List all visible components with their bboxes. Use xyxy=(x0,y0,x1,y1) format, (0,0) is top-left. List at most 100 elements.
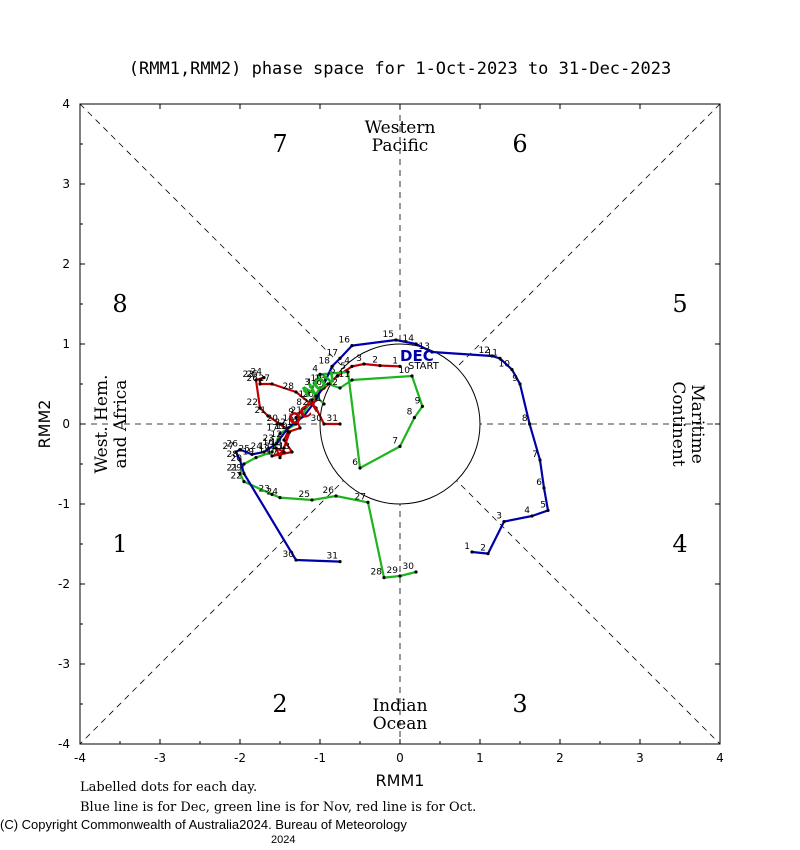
nov-day-label: 20 xyxy=(231,454,243,464)
dec-day-label: 15 xyxy=(383,330,394,340)
dec-day-dot xyxy=(486,552,490,556)
dec-day-dot xyxy=(350,344,354,348)
dec-day-dot xyxy=(322,382,326,386)
y-tick-label: -2 xyxy=(58,577,70,591)
oct-day-label: 5 xyxy=(330,366,336,376)
dec-day-label: 5 xyxy=(540,500,546,510)
oct-day-dot xyxy=(338,422,342,426)
oct-day-label: 2 xyxy=(372,356,378,366)
dec-day-dot xyxy=(542,486,546,490)
series-layer: 1234567891011121314151617181920212223242… xyxy=(223,330,550,580)
oct-day-dot xyxy=(262,376,266,380)
x-axis-label: RMM1 xyxy=(376,771,425,790)
oct-day-label: 9 xyxy=(288,408,294,418)
oct-day-label: 24 xyxy=(251,368,263,378)
oct-day-label: 28 xyxy=(283,382,295,392)
dec-day-label: 10 xyxy=(499,360,511,370)
oct-day-dot xyxy=(362,362,366,366)
nov-day-dot xyxy=(420,404,424,408)
oct-day-dot xyxy=(294,416,298,420)
dec-day-label: 24 xyxy=(251,442,263,452)
oct-day-dot xyxy=(274,446,278,450)
dec-day-dot xyxy=(528,422,532,426)
dec-day-label: 20 xyxy=(303,390,315,400)
copyright-year-sub: 2024 xyxy=(271,834,296,846)
oct-day-label: 16 xyxy=(263,438,275,448)
nov-day-dot xyxy=(310,386,314,390)
oct-day-label: 6 xyxy=(316,378,322,388)
dec-day-dot xyxy=(530,514,534,518)
oct-day-label: 10 xyxy=(287,418,299,428)
nov-day-dot xyxy=(366,500,370,504)
nov-day-label: 5 xyxy=(340,362,346,372)
dec-day-dot xyxy=(502,520,506,524)
x-tick-label: 2 xyxy=(556,751,564,765)
nov-day-label: 1 xyxy=(316,394,322,404)
phase-label-6: 6 xyxy=(512,130,527,158)
nov-day-label: 6 xyxy=(352,458,358,468)
region-maritime: Maritime xyxy=(687,384,707,464)
nov-day-label: 16 xyxy=(283,414,295,424)
oct-day-dot xyxy=(270,382,274,386)
y-tick-label: -4 xyxy=(58,737,70,751)
dec-day-dot xyxy=(338,560,342,564)
oct-day-label: 19 xyxy=(276,422,288,432)
oct-day-dot xyxy=(258,382,262,386)
nov-day-dot xyxy=(294,422,298,426)
dec-day-label: 4 xyxy=(524,506,530,516)
oct-day-label: 20 xyxy=(267,414,279,424)
nov-day-label: 23 xyxy=(259,484,270,494)
nov-day-label: 21 xyxy=(227,464,238,474)
dec-day-label: 1 xyxy=(464,542,470,552)
nov-day-label: 27 xyxy=(355,492,366,502)
nov-day-label: 29 xyxy=(387,566,399,576)
oct-day-label: 4 xyxy=(344,356,350,366)
dec-day-dot xyxy=(274,442,278,446)
dec-day-dot xyxy=(510,368,514,372)
dec-day-label: 31 xyxy=(327,552,338,562)
nov-day-label: 9 xyxy=(415,396,421,406)
nov-day-label: 8 xyxy=(407,408,413,418)
nov-day-dot xyxy=(326,382,330,386)
oct-day-label: 8 xyxy=(296,398,302,408)
nov-day-dot xyxy=(314,394,318,398)
oct-day-dot xyxy=(298,426,302,430)
x-tick-label: -4 xyxy=(74,751,86,765)
dec-day-label: 29 xyxy=(231,464,243,474)
oct-day-dot xyxy=(322,422,326,426)
oct-day-dot xyxy=(398,364,402,368)
oct-day-dot xyxy=(314,406,318,410)
oct-day-dot xyxy=(282,438,286,442)
dec-day-dot xyxy=(338,356,342,360)
region-ocean: Ocean xyxy=(373,714,428,734)
nov-day-label: 11 xyxy=(339,370,350,380)
oct-day-dot xyxy=(258,378,262,382)
dec-day-dot xyxy=(294,558,298,562)
oct-day-label: 22 xyxy=(247,398,258,408)
dec-day-label: 21 xyxy=(291,406,302,416)
nov-day-dot xyxy=(382,576,386,580)
oct-day-label: 7 xyxy=(304,390,310,400)
nov-series-line xyxy=(238,370,424,579)
oct-day-label: 26 xyxy=(247,374,259,384)
dec-day-label: 25 xyxy=(239,444,250,454)
copyright-text: (C) Copyright Commonwealth of Australia2… xyxy=(0,817,407,832)
oct-day-dot xyxy=(258,406,262,410)
nov-day-dot xyxy=(318,386,322,390)
dec-day-dot xyxy=(238,458,242,462)
dec-day-dot xyxy=(414,342,418,346)
nov-day-dot xyxy=(398,574,402,578)
y-tick-label: -3 xyxy=(58,657,70,671)
nov-day-label: 4 xyxy=(312,364,318,374)
region-and-africa: and Africa xyxy=(111,380,131,469)
nov-day-label: 3 xyxy=(304,378,310,388)
oct-day-label: 11 xyxy=(275,422,286,432)
oct-day-dot xyxy=(254,378,258,382)
nov-day-dot xyxy=(270,450,274,454)
oct-day-dot xyxy=(290,450,294,454)
phase-label-7: 7 xyxy=(272,130,287,158)
y-tick-label: 4 xyxy=(62,97,70,111)
nov-day-label: 30 xyxy=(403,562,415,572)
oct-day-label: 21 xyxy=(255,406,266,416)
nov-day-label: 10 xyxy=(399,366,411,376)
